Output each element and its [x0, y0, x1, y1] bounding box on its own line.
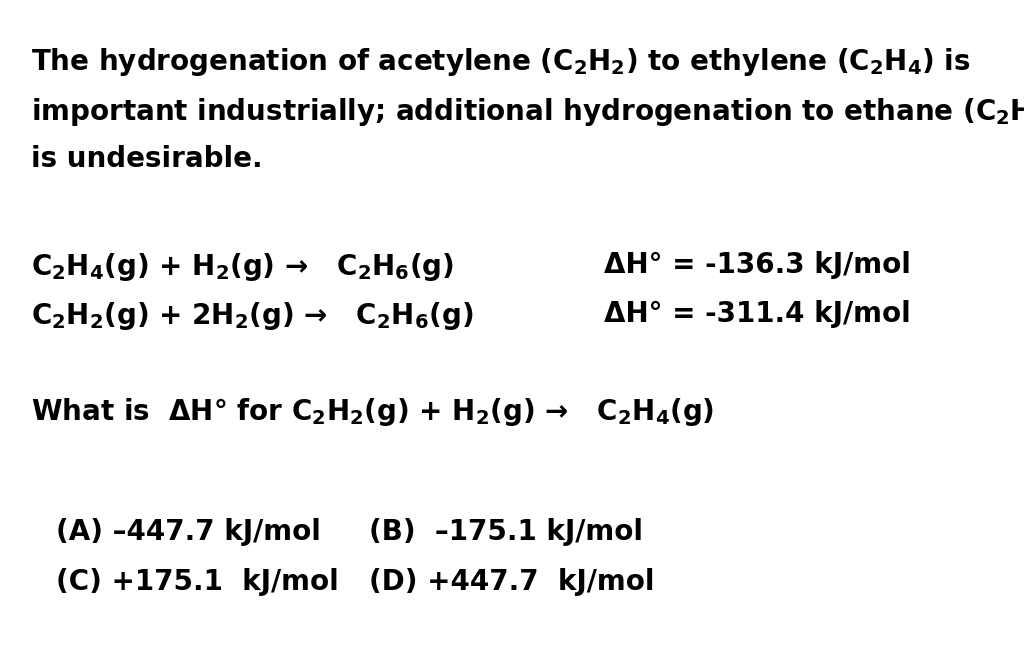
Text: (B)  –175.1 kJ/mol: (B) –175.1 kJ/mol	[369, 518, 643, 546]
Text: What is  ΔH° for $\mathregular{C_2H_2}$(g) + $\mathregular{H_2}$(g) →   $\mathre: What is ΔH° for $\mathregular{C_2H_2}$(g…	[31, 396, 714, 428]
Text: (D) +447.7  kJ/mol: (D) +447.7 kJ/mol	[369, 568, 654, 595]
Text: ΔH° = -311.4 kJ/mol: ΔH° = -311.4 kJ/mol	[604, 300, 911, 328]
Text: is undesirable.: is undesirable.	[31, 145, 262, 173]
Text: (A) –447.7 kJ/mol: (A) –447.7 kJ/mol	[56, 518, 322, 546]
Text: important industrially; additional hydrogenation to ethane ($\mathregular{C_2H_6: important industrially; additional hydro…	[31, 96, 1024, 127]
Text: ΔH° = -136.3 kJ/mol: ΔH° = -136.3 kJ/mol	[604, 251, 911, 279]
Text: (C) +175.1  kJ/mol: (C) +175.1 kJ/mol	[56, 568, 339, 595]
Text: $\mathregular{C_2H_2}$(g) + 2$\mathregular{H_2}$(g) →   $\mathregular{C_2H_6}$(g: $\mathregular{C_2H_2}$(g) + 2$\mathregul…	[31, 300, 473, 332]
Text: $\mathregular{C_2H_4}$(g) + $\mathregular{H_2}$(g) →   $\mathregular{C_2H_6}$(g): $\mathregular{C_2H_4}$(g) + $\mathregula…	[31, 251, 454, 282]
Text: The hydrogenation of acetylene ($\mathregular{C_2H_2}$) to ethylene ($\mathregul: The hydrogenation of acetylene ($\mathre…	[31, 46, 970, 78]
